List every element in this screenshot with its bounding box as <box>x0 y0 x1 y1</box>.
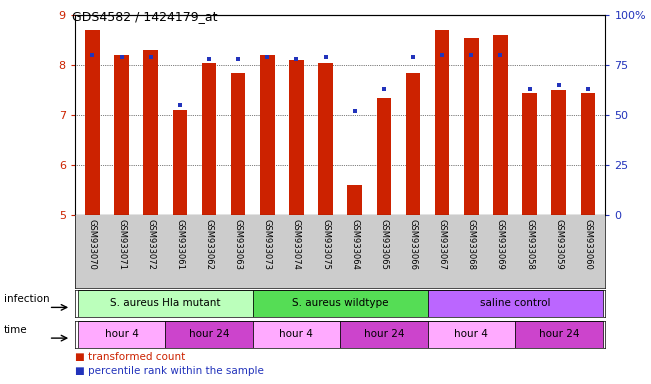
Text: GSM933059: GSM933059 <box>554 219 563 270</box>
Text: hour 4: hour 4 <box>105 329 139 339</box>
Bar <box>428 290 603 317</box>
Point <box>174 102 185 108</box>
Bar <box>551 90 566 215</box>
Point <box>87 52 98 58</box>
Bar <box>435 30 449 215</box>
Point <box>583 86 593 92</box>
Bar <box>77 290 253 317</box>
Text: GSM933075: GSM933075 <box>321 219 330 270</box>
Text: GSM933069: GSM933069 <box>496 219 505 270</box>
Bar <box>260 55 275 215</box>
Bar <box>515 321 603 348</box>
Text: hour 24: hour 24 <box>538 329 579 339</box>
Bar <box>348 185 362 215</box>
Text: GDS4582 / 1424179_at: GDS4582 / 1424179_at <box>72 10 217 23</box>
Point <box>553 82 564 88</box>
Bar <box>406 73 421 215</box>
Text: hour 4: hour 4 <box>279 329 313 339</box>
Bar <box>581 93 595 215</box>
Bar <box>289 60 304 215</box>
Text: GSM933066: GSM933066 <box>409 219 417 270</box>
Point <box>350 108 360 114</box>
Point <box>495 52 506 58</box>
Bar <box>428 321 515 348</box>
Point <box>466 52 477 58</box>
Point <box>117 54 127 60</box>
Bar <box>464 38 478 215</box>
Text: GSM933058: GSM933058 <box>525 219 534 270</box>
Bar <box>143 50 158 215</box>
Point <box>320 54 331 60</box>
Text: ■ percentile rank within the sample: ■ percentile rank within the sample <box>75 366 264 376</box>
Text: GSM933072: GSM933072 <box>146 219 155 270</box>
Point <box>379 86 389 92</box>
Text: GSM933064: GSM933064 <box>350 219 359 270</box>
Bar <box>376 98 391 215</box>
Bar <box>77 321 165 348</box>
Bar <box>85 30 100 215</box>
Text: hour 24: hour 24 <box>364 329 404 339</box>
Text: GSM933061: GSM933061 <box>175 219 184 270</box>
Text: GSM933073: GSM933073 <box>263 219 271 270</box>
Text: ■ transformed count: ■ transformed count <box>75 352 185 362</box>
Text: time: time <box>4 325 27 335</box>
Bar <box>165 321 253 348</box>
Text: GSM933070: GSM933070 <box>88 219 97 270</box>
Text: hour 24: hour 24 <box>189 329 229 339</box>
Point <box>233 56 243 62</box>
Point <box>525 86 535 92</box>
Bar <box>318 63 333 215</box>
Point <box>262 54 273 60</box>
Bar <box>493 35 508 215</box>
Text: GSM933063: GSM933063 <box>234 219 243 270</box>
Point <box>145 54 156 60</box>
Text: GSM933067: GSM933067 <box>437 219 447 270</box>
Bar <box>173 110 187 215</box>
Bar <box>340 321 428 348</box>
Text: GSM933062: GSM933062 <box>204 219 214 270</box>
Bar <box>253 321 340 348</box>
Text: S. aureus wildtype: S. aureus wildtype <box>292 298 389 308</box>
Point <box>291 56 301 62</box>
Bar <box>202 63 216 215</box>
Text: hour 4: hour 4 <box>454 329 488 339</box>
Point <box>437 52 447 58</box>
Bar <box>253 290 428 317</box>
Bar <box>114 55 129 215</box>
Point <box>204 56 214 62</box>
Text: GSM933071: GSM933071 <box>117 219 126 270</box>
Text: GSM933068: GSM933068 <box>467 219 476 270</box>
Text: S. aureus Hla mutant: S. aureus Hla mutant <box>110 298 221 308</box>
Text: GSM933074: GSM933074 <box>292 219 301 270</box>
Bar <box>231 73 245 215</box>
Text: infection: infection <box>4 294 49 305</box>
Text: saline control: saline control <box>480 298 550 308</box>
Text: GSM933065: GSM933065 <box>380 219 389 270</box>
Bar <box>522 93 537 215</box>
Text: GSM933060: GSM933060 <box>583 219 592 270</box>
Point <box>408 54 418 60</box>
